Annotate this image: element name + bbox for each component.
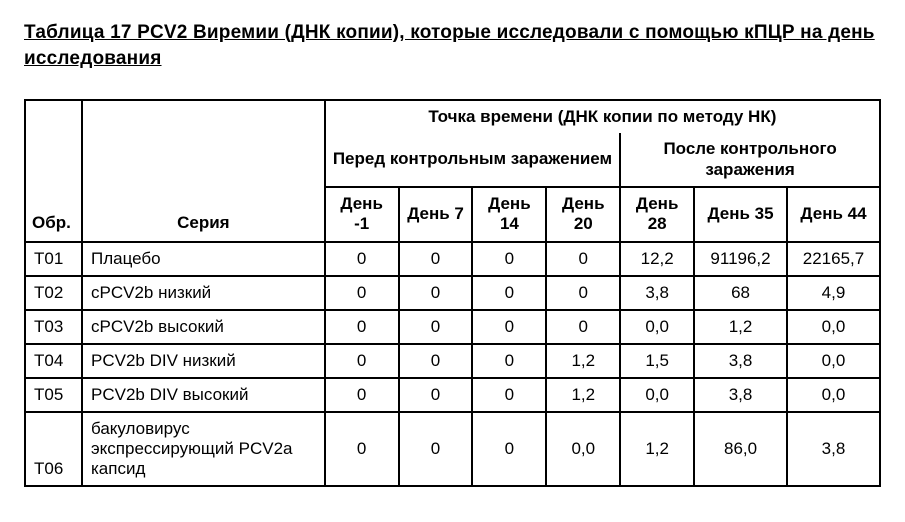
cell-value: 0 (546, 276, 620, 310)
cell-value: 0 (399, 378, 473, 412)
cell-value: 86,0 (694, 412, 787, 486)
cell-series: PCV2b DIV низкий (82, 344, 325, 378)
cell-value: 68 (694, 276, 787, 310)
cell-value: 1,2 (546, 378, 620, 412)
data-table: Обр. Серия Точка времени (ДНК копии по м… (24, 99, 881, 487)
cell-value: 0 (472, 242, 546, 276)
col-header-day-14: День 14 (472, 187, 546, 242)
cell-value: 0 (325, 310, 399, 344)
cell-value: 0 (325, 276, 399, 310)
cell-value: 1,2 (546, 344, 620, 378)
cell-series: Плацебо (82, 242, 325, 276)
cell-value: 3,8 (694, 378, 787, 412)
cell-code: T06 (25, 412, 82, 486)
cell-value: 0 (399, 310, 473, 344)
cell-series: cPCV2b низкий (82, 276, 325, 310)
cell-value: 0 (399, 276, 473, 310)
cell-value: 91196,2 (694, 242, 787, 276)
cell-value: 12,2 (620, 242, 694, 276)
cell-value: 0 (472, 310, 546, 344)
col-header-day-7: День 7 (399, 187, 473, 242)
table-row: T04 PCV2b DIV низкий 0 0 0 1,2 1,5 3,8 0… (25, 344, 880, 378)
cell-value: 3,8 (620, 276, 694, 310)
table-row: T03 cPCV2b высокий 0 0 0 0 0,0 1,2 0,0 (25, 310, 880, 344)
cell-code: T01 (25, 242, 82, 276)
cell-value: 0 (399, 412, 473, 486)
col-header-day-35: День 35 (694, 187, 787, 242)
cell-code: T02 (25, 276, 82, 310)
cell-value: 0,0 (787, 378, 880, 412)
cell-value: 0 (325, 412, 399, 486)
col-header-obr: Обр. (25, 100, 82, 242)
col-header-series: Серия (82, 100, 325, 242)
cell-value: 0 (325, 378, 399, 412)
cell-code: T04 (25, 344, 82, 378)
cell-value: 0,0 (620, 378, 694, 412)
col-header-pre: Перед контрольным заражением (325, 133, 621, 187)
col-header-day-28: День 28 (620, 187, 694, 242)
cell-value: 0 (472, 344, 546, 378)
cell-value: 0 (399, 242, 473, 276)
cell-value: 1,5 (620, 344, 694, 378)
table-row: T01 Плацебо 0 0 0 0 12,2 91196,2 22165,7 (25, 242, 880, 276)
col-header-day-m1: День -1 (325, 187, 399, 242)
cell-value: 0,0 (787, 310, 880, 344)
col-header-timepoint: Точка времени (ДНК копии по методу НК) (325, 100, 880, 133)
cell-value: 0 (325, 344, 399, 378)
cell-value: 0,0 (546, 412, 620, 486)
col-header-post: После контрольного заражения (620, 133, 880, 187)
cell-value: 0,0 (787, 344, 880, 378)
table-row: T02 cPCV2b низкий 0 0 0 0 3,8 68 4,9 (25, 276, 880, 310)
cell-code: T05 (25, 378, 82, 412)
table-row: T05 PCV2b DIV высокий 0 0 0 1,2 0,0 3,8 … (25, 378, 880, 412)
cell-value: 0 (472, 276, 546, 310)
table-title: Таблица 17 PCV2 Виремии (ДНК копии), кот… (24, 20, 881, 71)
table-body: T01 Плацебо 0 0 0 0 12,2 91196,2 22165,7… (25, 242, 880, 486)
cell-value: 0 (472, 378, 546, 412)
cell-value: 0 (325, 242, 399, 276)
cell-value: 1,2 (620, 412, 694, 486)
cell-code: T03 (25, 310, 82, 344)
col-header-day-20: День 20 (546, 187, 620, 242)
cell-value: 0 (546, 310, 620, 344)
cell-value: 0 (546, 242, 620, 276)
cell-value: 0,0 (620, 310, 694, 344)
cell-series: бакуловирус экспрессирующий PCV2a капсид (82, 412, 325, 486)
cell-value: 4,9 (787, 276, 880, 310)
cell-value: 0 (399, 344, 473, 378)
cell-value: 3,8 (694, 344, 787, 378)
cell-value: 1,2 (694, 310, 787, 344)
cell-value: 22165,7 (787, 242, 880, 276)
col-header-day-44: День 44 (787, 187, 880, 242)
cell-series: cPCV2b высокий (82, 310, 325, 344)
cell-value: 3,8 (787, 412, 880, 486)
cell-value: 0 (472, 412, 546, 486)
cell-series: PCV2b DIV высокий (82, 378, 325, 412)
table-row: T06 бакуловирус экспрессирующий PCV2a ка… (25, 412, 880, 486)
